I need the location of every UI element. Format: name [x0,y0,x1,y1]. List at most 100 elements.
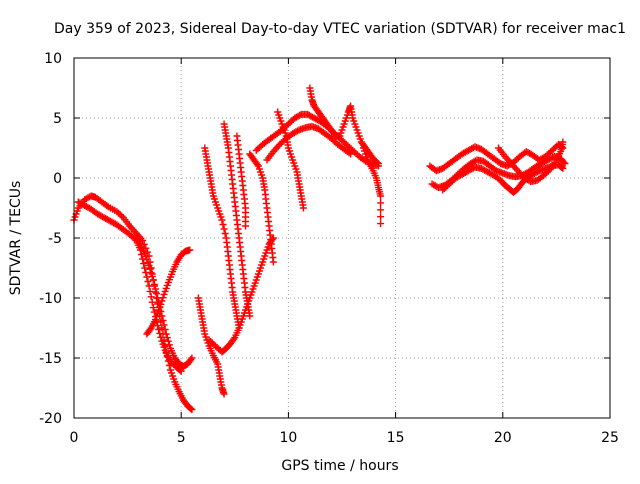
data-point [242,222,250,230]
data-series [143,246,194,338]
data-point [162,330,170,338]
data-point [187,405,195,413]
data-point [377,192,385,200]
x-tick-label: 25 [601,430,619,446]
data-point [377,199,385,207]
y-tick-label: -15 [39,351,62,367]
y-axis-label: SDTVAR / TECUs [8,181,24,296]
data-point [148,272,156,280]
x-tick-label: 10 [279,430,297,446]
data-point [561,160,569,168]
data-series [201,144,243,332]
x-axis-label: GPS time / hours [281,458,398,474]
data-point [235,324,243,332]
y-tick-label: 0 [53,171,62,187]
data-point [188,406,196,414]
data-point [140,260,148,267]
data-point [220,225,228,233]
data-point [146,265,154,273]
data-point [219,221,227,228]
plot-frame [73,57,611,419]
data-series [426,140,567,175]
data-point [103,202,111,210]
data-point [294,127,302,135]
data-series [246,150,277,266]
data-point [148,298,156,306]
y-tick-label: 5 [53,111,62,127]
chart-title: Day 359 of 2023, Sidereal Day-to-day VTE… [54,21,626,37]
data-point [159,317,167,324]
data-point [177,367,185,375]
data-point [164,337,172,345]
data-point [159,294,167,302]
data-point [187,356,195,363]
data-point [559,138,567,146]
y-tick-label: 10 [44,51,62,67]
data-point [186,246,194,254]
grid [74,58,610,418]
data-point [146,287,154,295]
y-tick-label: -20 [39,411,62,427]
data-point [220,390,228,398]
data-point [149,276,157,284]
data-point [269,258,277,266]
y-tick-label: -5 [48,231,62,247]
data-point [156,304,164,312]
data-point [559,164,567,172]
data-series [274,108,307,212]
data-point [299,204,307,212]
data-point [160,321,168,329]
data-point [150,308,158,316]
data-point [188,354,196,362]
data-point [558,164,566,171]
x-tick-label: 20 [494,430,512,446]
data-point [157,300,165,308]
x-tick-label: 5 [177,430,186,446]
data-point [145,282,153,290]
data-point [296,111,304,119]
x-tick-label: 0 [70,430,79,446]
data-point [118,212,126,220]
data-point [377,220,385,228]
data-point [146,326,154,333]
data-series [439,161,567,196]
data-point [253,161,261,168]
data-series [306,84,382,168]
data-point [246,312,254,320]
data-point [157,333,165,341]
y-tick-labels: -20 -15 -10 -5 0 5 10 [39,51,62,427]
data-point [377,206,385,214]
data-point [150,281,158,288]
data-point [147,269,155,277]
data-point [374,160,382,168]
data-point [145,262,153,270]
data-point [544,167,552,175]
y-tick-label: -10 [39,291,62,307]
data-point [560,158,568,166]
data-point [218,216,226,224]
data-point [221,230,229,237]
data-series [359,144,385,228]
data-point [149,304,157,312]
data-point [534,168,542,176]
data-point [165,341,173,349]
data-point [141,264,149,272]
data-series [220,120,254,320]
data-point [163,334,171,342]
data-point [156,329,164,337]
x-tick-label: 15 [387,430,405,446]
data-series [233,132,250,230]
data-series [74,198,185,375]
x-tick-labels: 0 5 10 15 20 25 [70,430,619,446]
data-point [347,150,355,158]
data-point [345,149,353,157]
data-point [373,159,381,167]
data-point [147,293,155,301]
data-points [70,84,569,414]
data-point [155,326,163,333]
data-series [194,294,228,398]
data-point [230,335,238,343]
